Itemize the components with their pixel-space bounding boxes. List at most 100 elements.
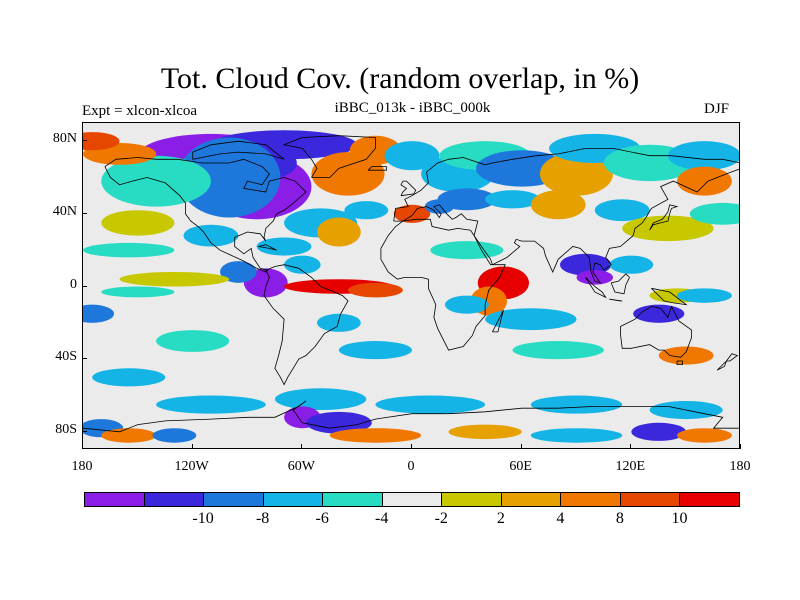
latitude-tick-mark: [82, 285, 87, 287]
anomaly-region: [344, 201, 389, 220]
anomaly-region: [485, 308, 577, 331]
anomaly-region: [83, 242, 175, 258]
coastline: [609, 298, 623, 302]
coastline: [492, 309, 504, 333]
anomaly-region: [530, 428, 623, 443]
colorbar-swatch: [500, 492, 562, 507]
colorbar-swatch: [679, 492, 740, 507]
latitude-tick-label: 0: [70, 276, 77, 292]
anomaly-region: [576, 270, 614, 285]
anomaly-region: [305, 411, 372, 434]
longitude-tick-mark: [301, 444, 303, 449]
coastline: [380, 218, 506, 351]
anomaly-region: [667, 141, 739, 171]
coastline: [620, 305, 692, 358]
anomaly-region: [83, 132, 120, 151]
anomaly-region: [444, 295, 489, 314]
anomaly-region: [119, 271, 230, 287]
longitude-tick-mark: [630, 444, 632, 449]
longitude-tick-label: 0: [407, 459, 415, 474]
coastline: [651, 287, 688, 306]
colorbar-label: -10: [192, 510, 214, 527]
colorbar-swatch: [262, 492, 324, 507]
anomaly-region: [485, 190, 540, 209]
longitude-tick-mark: [740, 444, 741, 449]
anomaly-region: [448, 424, 522, 440]
anomaly-region: [512, 341, 604, 360]
coastline: [282, 135, 376, 178]
longitude-tick-label: 120W: [174, 459, 209, 474]
longitude-tick-mark: [82, 444, 83, 449]
latitude-tick-mark: [82, 212, 87, 214]
coastline: [83, 400, 739, 433]
anomaly-region: [375, 395, 486, 414]
coastline: [400, 180, 417, 197]
longitude-tick-label: 60W: [287, 459, 315, 474]
colorbar-label: -4: [375, 510, 389, 527]
latitude-tick-label: 80S: [55, 421, 77, 437]
colorbar-label: 8: [615, 510, 624, 527]
coastline: [367, 166, 387, 171]
colorbar: [84, 492, 740, 507]
anomaly-region: [220, 261, 257, 283]
anomaly-region: [92, 368, 166, 387]
coastline: [104, 157, 307, 273]
coastline: [585, 277, 607, 299]
colorbar-swatch: [322, 492, 383, 507]
colorbar-label: -6: [315, 510, 329, 527]
anomaly-region: [677, 428, 732, 443]
anomaly-region: [658, 346, 714, 365]
coastline: [726, 353, 739, 362]
coastline: [393, 147, 739, 284]
experiment-label: Expt = xlcon-xlcoa: [82, 103, 198, 119]
anomaly-region: [560, 253, 612, 276]
colorbar-label: 4: [556, 510, 565, 527]
anomaly-region: [316, 217, 361, 247]
latitude-tick-mark: [82, 430, 87, 432]
colorbar-label: -2: [434, 510, 448, 527]
map-panel: [82, 122, 740, 449]
latitude-tick-label: 40S: [55, 349, 77, 365]
latitude-tick-mark: [82, 358, 87, 360]
anomaly-region: [329, 428, 422, 443]
anomaly-region: [156, 395, 266, 414]
coastline-layer: [83, 135, 739, 433]
world-map: [83, 130, 739, 443]
anomaly-region: [274, 388, 367, 411]
colorbar-swatch: [441, 492, 502, 507]
anomaly-region: [284, 255, 321, 274]
anomaly-region: [156, 330, 230, 352]
coastline: [192, 140, 285, 160]
colorbar-swatch: [143, 492, 205, 507]
longitude-tick-label: 180: [71, 459, 93, 474]
anomaly-region: [101, 428, 157, 443]
anomaly-region: [152, 428, 197, 443]
latitude-tick-label: 80N: [52, 131, 77, 147]
map-title: Tot. Cloud Cov. (random overlap, in %): [160, 62, 640, 95]
colorbar-swatch: [84, 492, 145, 507]
anomaly-region: [622, 215, 714, 242]
anomaly-region: [633, 304, 685, 323]
anomaly-region: [677, 288, 732, 303]
anomaly-region: [101, 155, 211, 207]
coastline: [676, 360, 683, 366]
longitude-tick-label: 180: [729, 459, 751, 474]
anomaly-region: [631, 422, 687, 441]
comparison-label: iBBC_013k - iBBC_000k: [334, 100, 491, 116]
anomaly-region: [338, 341, 412, 360]
colorbar-swatch: [203, 492, 264, 507]
anomaly-region: [101, 210, 175, 236]
anomaly-region: [83, 304, 115, 323]
colorbar-swatch: [560, 492, 621, 507]
anomaly-region: [384, 141, 440, 171]
anomaly-region: [183, 224, 239, 247]
latitude-tick-label: 40N: [52, 203, 77, 219]
latitude-tick-mark: [82, 140, 87, 142]
anomaly-region: [430, 241, 504, 260]
anomaly-region: [689, 202, 739, 225]
anomaly-region: [256, 237, 312, 256]
season-label: DJF: [704, 101, 730, 117]
colorbar-swatch: [619, 492, 681, 507]
anomaly-region: [424, 199, 455, 214]
longitude-tick-mark: [411, 444, 412, 449]
